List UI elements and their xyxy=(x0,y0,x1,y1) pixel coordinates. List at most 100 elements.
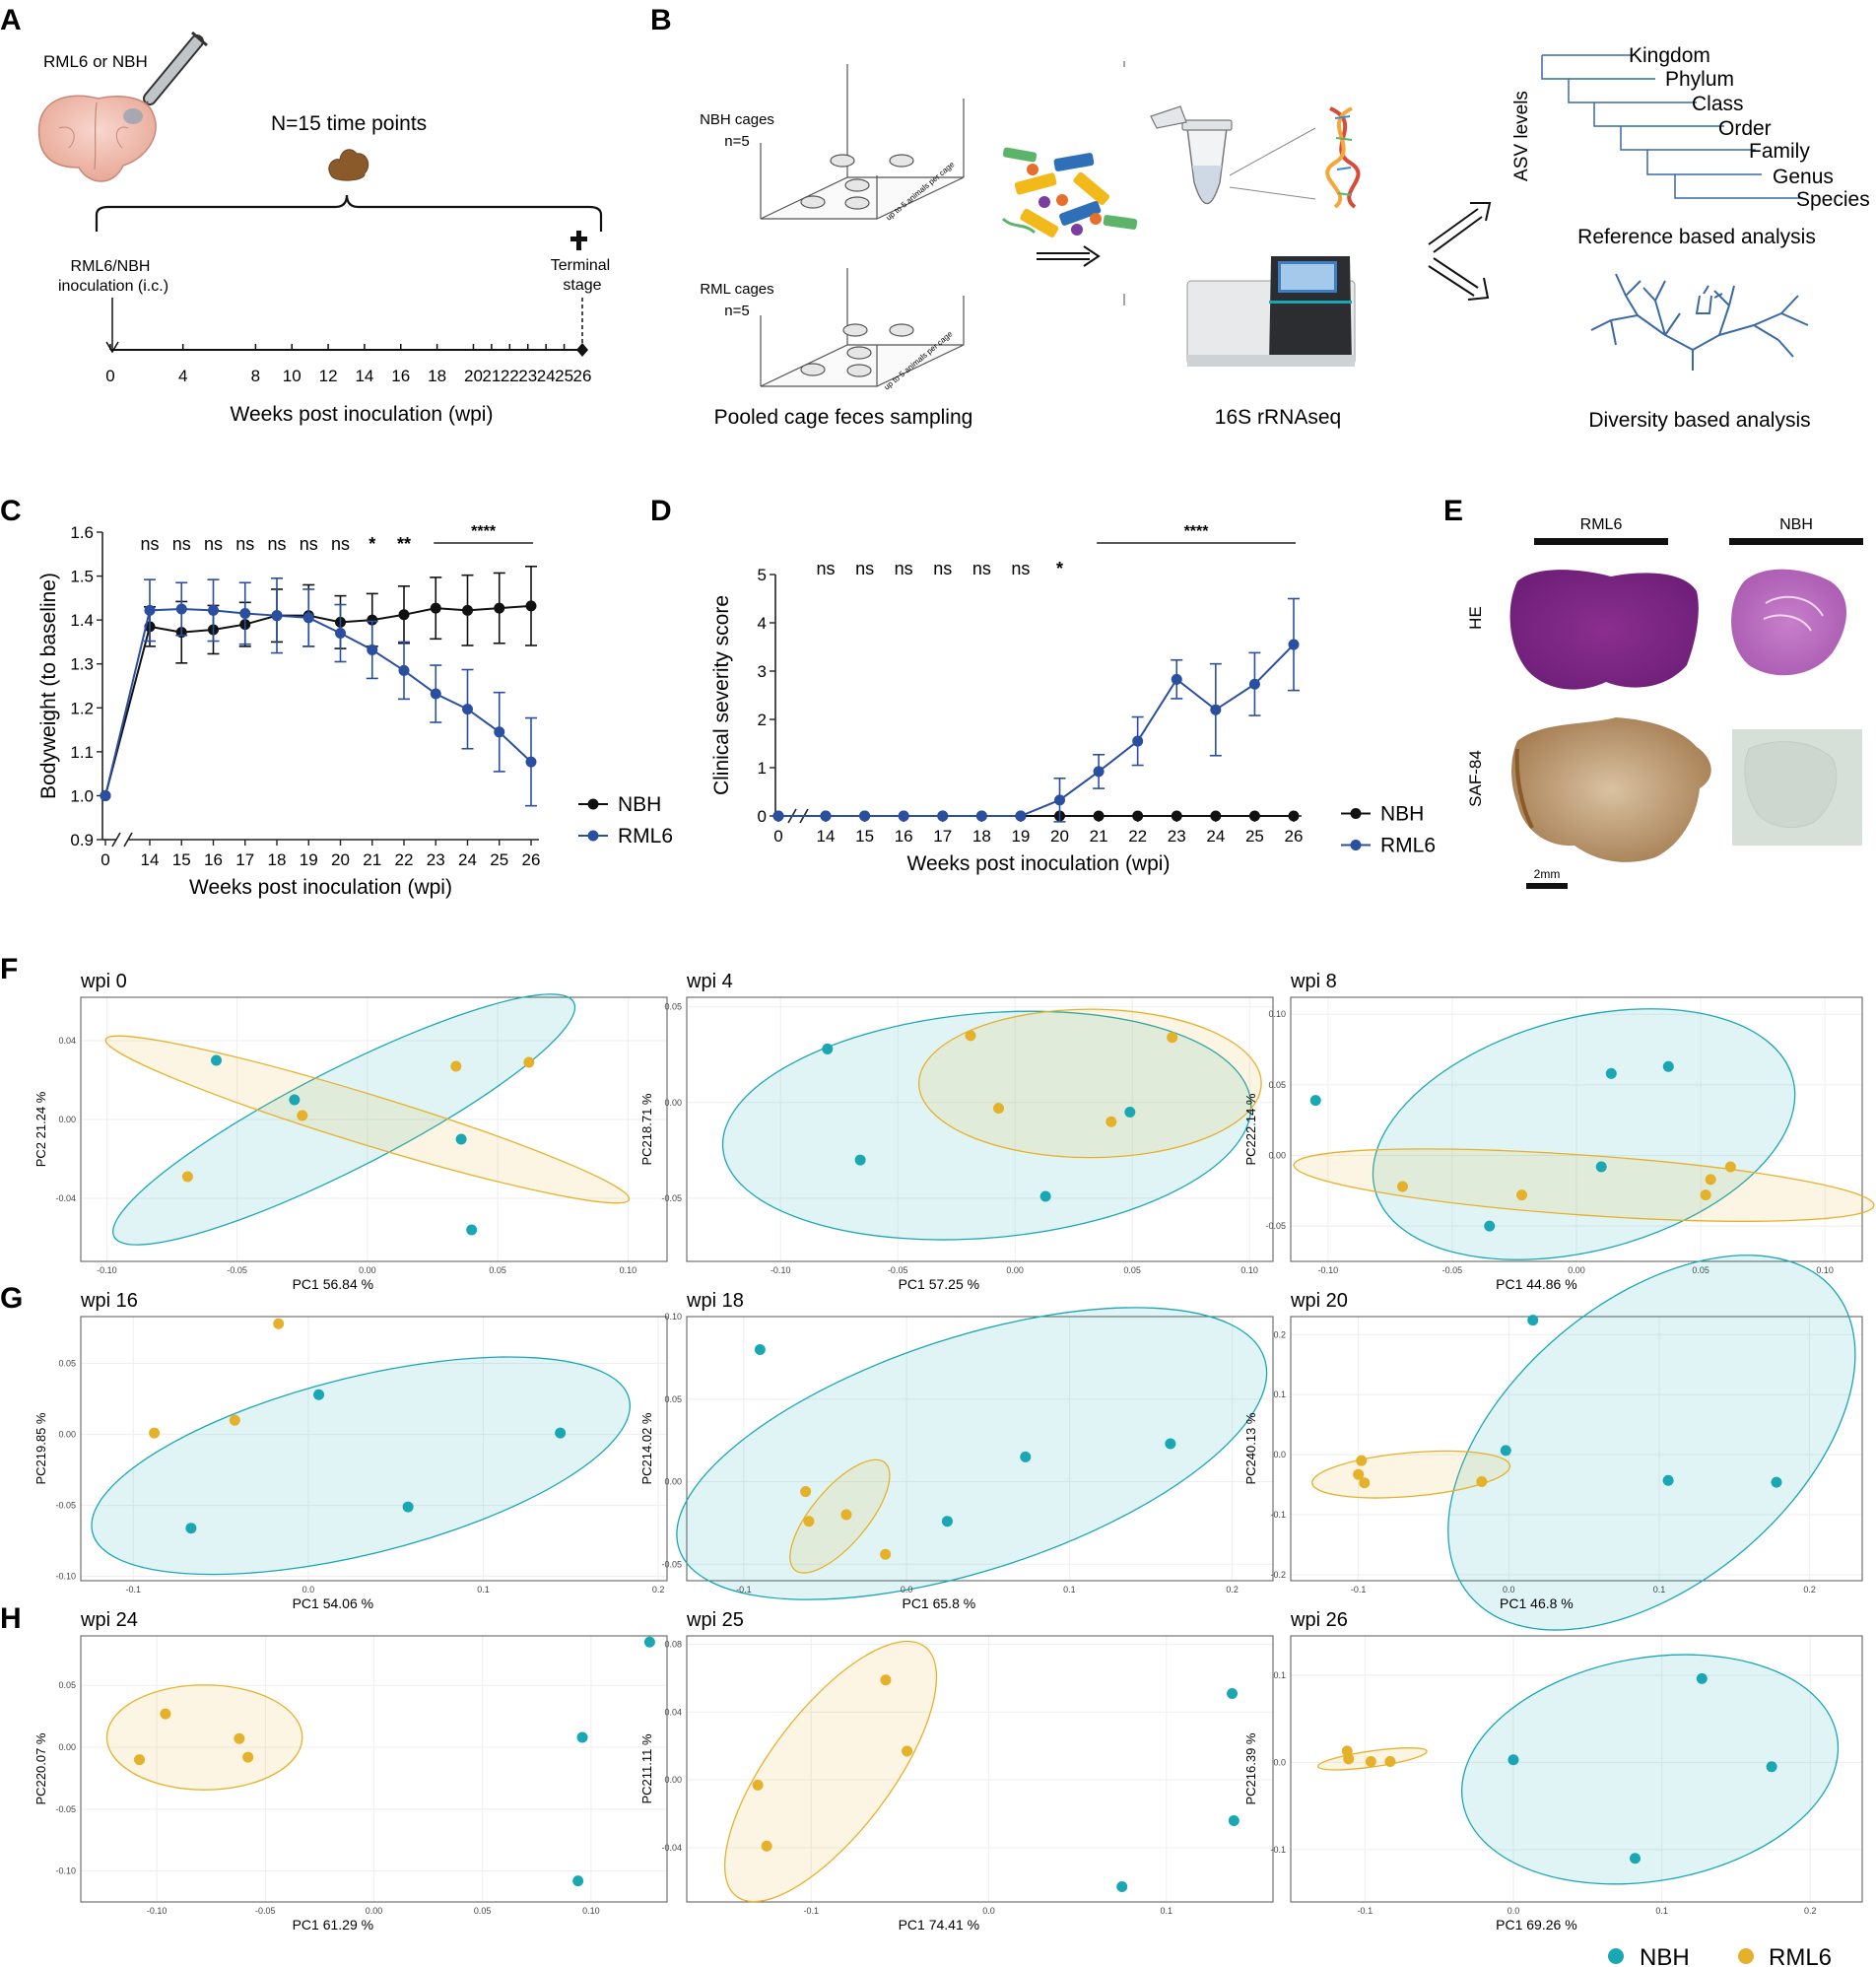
data-point-rml6 xyxy=(302,612,314,624)
x-tick-label: 19 xyxy=(1011,827,1030,846)
y-tick-label: -0.04 xyxy=(55,1193,76,1203)
x-tick-label: -0.05 xyxy=(227,1265,247,1275)
significance-label: ns xyxy=(267,534,286,554)
x-tick-label: 25 xyxy=(490,850,508,869)
rml-cage-icon xyxy=(760,268,965,387)
y-tick-label: -0.1 xyxy=(1270,1845,1286,1855)
rml6-point xyxy=(752,1779,764,1791)
pca-title: wpi 25 xyxy=(686,1609,744,1631)
legend-marker-rml6 xyxy=(1350,840,1362,850)
seq-label: 16S rRNAseq xyxy=(1215,406,1341,429)
rml6-point xyxy=(1356,1455,1368,1466)
pca-panel-wpi18: wpi 18 -0.1 0.0 0.1 0.2 -0.05 0.00 0.05 0.10 PC1 … xyxy=(639,1290,1274,1611)
x-axis-label: PC1 44.86 % xyxy=(1496,1276,1577,1292)
double-arrow-up-icon xyxy=(1428,202,1492,253)
significance-label: ns xyxy=(140,534,159,554)
inoculum-label: RML6 or NBH xyxy=(43,52,148,71)
pca-panel-wpi20: wpi 20 -0.1 0.0 0.1 0.2 -0.2 -0.1 0.0 0.1 0.2 PC1 … xyxy=(1243,1255,1863,1631)
timeline-xlabel: Weeks post inoculation (wpi) xyxy=(231,403,494,426)
pca-panels: wpi 0 -0.10 -0.05 0.00 0.05 0.10 -0.04 0.00 0.04… xyxy=(34,971,1875,1933)
data-point-nbh xyxy=(430,602,441,614)
x-axis-label: PC1 69.26 % xyxy=(1496,1917,1577,1933)
legend-marker-rml6 xyxy=(587,830,599,842)
x-tick-label: 0.05 xyxy=(1123,1265,1141,1275)
x-tick-label: 0.0 xyxy=(1508,1906,1520,1916)
nbh-point xyxy=(1630,1853,1642,1865)
y-tick-label: -0.1 xyxy=(1270,1510,1286,1520)
rml-cages-label: RML cages xyxy=(700,281,773,298)
terminal-label-2: stage xyxy=(563,277,601,294)
y-tick-label: 1.2 xyxy=(70,699,94,717)
x-tick-label: 0 xyxy=(773,827,782,846)
y-tick-label: 1.3 xyxy=(70,655,94,674)
x-tick-label: 17 xyxy=(235,850,254,869)
y-tick-label: 0.05 xyxy=(664,1002,682,1012)
x-tick-label: -0.1 xyxy=(736,1585,752,1594)
panel-b: NBH cages n=5 RML cages n=5 up to 5 anim… xyxy=(700,44,1870,432)
timeline-tick-label: 20 xyxy=(464,367,483,385)
data-point-rml6 xyxy=(1248,678,1260,690)
timeline-tick-label: 25 xyxy=(555,367,573,385)
data-point-rml6 xyxy=(820,810,832,822)
x-tick-label: 0.0 xyxy=(1503,1585,1515,1594)
sequencer-icon xyxy=(1186,256,1356,367)
x-tick-label: 24 xyxy=(1206,827,1225,846)
y-tick-label: 0.05 xyxy=(664,1394,682,1404)
nbh-cage-icon xyxy=(760,64,965,220)
x-tick-label: 0.2 xyxy=(1226,1585,1239,1594)
nbh-point xyxy=(402,1501,414,1513)
significance-label: * xyxy=(1056,559,1063,578)
taxonomy-tree xyxy=(1541,54,1803,199)
rml6-point xyxy=(803,1516,815,1527)
pca-title: wpi 8 xyxy=(1290,971,1337,992)
nbh-point xyxy=(455,1133,467,1145)
data-point-nbh xyxy=(1210,810,1222,822)
rml6-point xyxy=(1705,1174,1716,1186)
pca-panel-wpi16: wpi 16 -0.1 0.0 0.1 0.2 -0.10 -0.05 0.00 0.05 PC1… xyxy=(34,1290,668,1611)
y-axis-label: Bodyweight (to baseline) xyxy=(37,573,60,799)
pca-panel-wpi25: wpi 25 -0.1 0.0 0.1 -0.04 0.00 0.04 0.08 PC1 74.… xyxy=(639,1609,1274,1933)
y-tick-label: 1 xyxy=(758,759,767,778)
nbh-point xyxy=(313,1389,325,1400)
arrow-right-icon xyxy=(1037,245,1101,267)
pca-legend: NBH RML6 xyxy=(1608,1944,1832,1967)
timeline-tick-label: 8 xyxy=(251,367,260,385)
rml6-point xyxy=(800,1486,812,1498)
x-tick-label: 20 xyxy=(1050,827,1069,846)
x-tick-label: 0.10 xyxy=(620,1265,637,1275)
legend-rml6-label: RML6 xyxy=(1769,1944,1832,1967)
panel-letter-a: A xyxy=(0,4,22,36)
significance-label: ns xyxy=(972,559,991,578)
nbh-ellipse xyxy=(721,1010,1252,1241)
pca-panel-wpi4: wpi 4 -0.10 -0.05 0.00 0.05 0.10 -0.05 0.00 0.05… xyxy=(639,971,1274,1292)
nbh-point xyxy=(754,1344,766,1355)
x-tick-label: -0.10 xyxy=(1318,1265,1339,1275)
nbh-ellipse xyxy=(1372,1008,1796,1260)
y-axis-label: Clinical severity score xyxy=(710,595,733,795)
x-tick-label: 20 xyxy=(331,850,350,869)
x-tick-label: 22 xyxy=(1128,827,1147,846)
y-tick-label: -0.04 xyxy=(661,1843,682,1853)
nbh-point xyxy=(822,1043,834,1054)
timeline-tick-label: 22 xyxy=(501,367,519,385)
rml6-point xyxy=(297,1110,308,1121)
scale-bar xyxy=(1526,883,1568,889)
legend-label-nbh: NBH xyxy=(618,793,661,816)
reference-analysis-label: Reference based analysis xyxy=(1577,226,1816,248)
data-point-nbh xyxy=(1248,810,1260,822)
rml6-point xyxy=(273,1318,285,1329)
rml6-point xyxy=(1724,1161,1736,1173)
nbh-point xyxy=(1662,1060,1674,1072)
x-tick-label: -0.05 xyxy=(255,1906,276,1916)
x-tick-label: 26 xyxy=(522,850,541,869)
x-tick-label: 0.1 xyxy=(1063,1585,1076,1594)
data-point-rml6 xyxy=(975,810,987,822)
data-point-nbh xyxy=(1288,810,1300,822)
rml6-point xyxy=(1700,1189,1711,1201)
nbh-point xyxy=(1696,1672,1708,1684)
nbh-point xyxy=(185,1523,197,1534)
nbh-point xyxy=(1662,1474,1674,1486)
x-axis-label: Weeks post inoculation (wpi) xyxy=(907,852,1171,875)
nbh-point xyxy=(1020,1451,1032,1462)
nbh-point xyxy=(576,1731,588,1743)
